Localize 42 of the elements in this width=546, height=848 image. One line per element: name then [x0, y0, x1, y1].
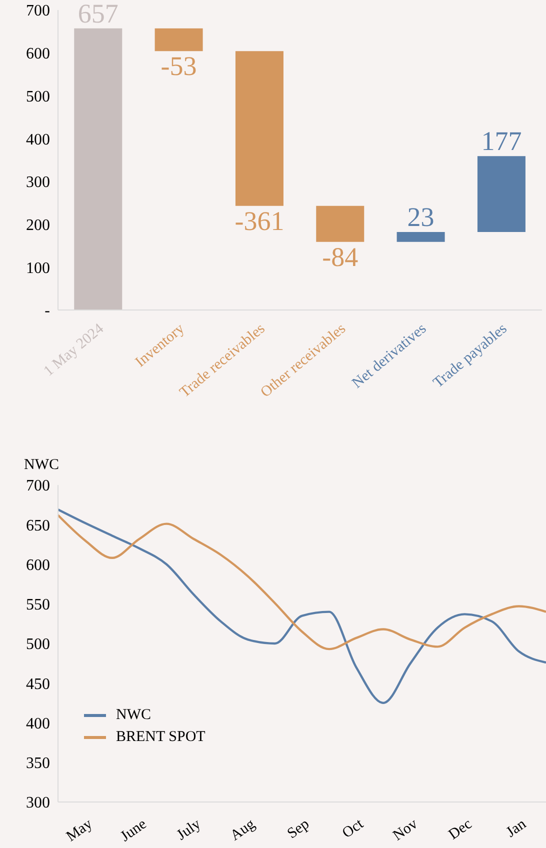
y-tick-label: 550 [26, 596, 50, 614]
x-tick-label: June [118, 816, 150, 846]
y-tick-label: 500 [26, 636, 50, 654]
line-series [56, 508, 546, 704]
x-tick-label: Jan [504, 816, 530, 841]
x-tick-label: Aug [228, 816, 258, 844]
y-tick-label: 600 [26, 46, 50, 63]
x-tick-label: July [174, 816, 204, 844]
y-tick-label: 400 [26, 715, 50, 732]
bar [396, 232, 445, 242]
x-tick-label: Sep [284, 816, 312, 842]
y-tick-label: 600 [26, 556, 50, 574]
x-tick-label: Oct [340, 816, 368, 842]
y-tick-label: 400 [26, 131, 50, 148]
x-tick-label: May [64, 816, 96, 846]
data-label: 177 [481, 126, 522, 156]
y-tick-label: - [44, 302, 50, 320]
y-tick-label: 300 [26, 794, 50, 812]
bar [316, 206, 364, 242]
y-tick-label: 700 [26, 2, 50, 20]
y-tick-label: 500 [26, 88, 50, 106]
y-tick-label: 300 [26, 174, 50, 192]
bar [477, 156, 526, 232]
data-label: -361 [234, 206, 284, 236]
legend-label: NWC [116, 706, 151, 724]
y-tick-label: 700 [26, 478, 50, 495]
line-series [56, 514, 546, 650]
y-tick-label: 450 [26, 676, 50, 693]
data-label: -53 [160, 51, 197, 82]
data-label: -84 [322, 242, 359, 272]
data-label: 23 [407, 202, 434, 232]
x-tick-label: Dec [446, 816, 476, 844]
y-axis-title: NWC [24, 457, 59, 474]
x-tick-label: Nov [390, 816, 422, 844]
bar [154, 28, 203, 52]
y-tick-label: 200 [26, 216, 50, 234]
y-tick-label: 350 [26, 755, 50, 772]
y-tick-label: 100 [26, 260, 50, 277]
legend-label: BRENT SPOT [116, 728, 206, 746]
bar [235, 51, 284, 206]
bar [74, 28, 122, 310]
y-tick-label: 650 [26, 517, 50, 534]
